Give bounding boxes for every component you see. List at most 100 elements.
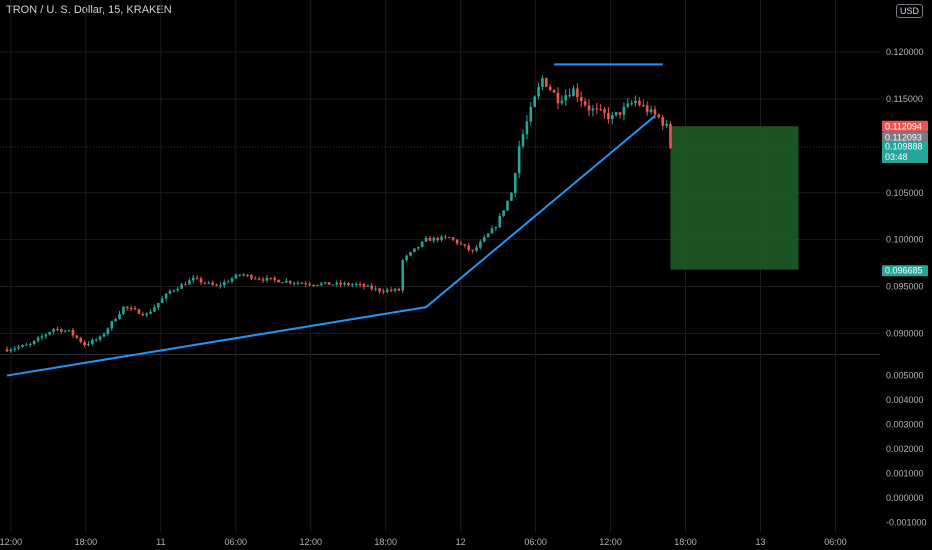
candle-body — [323, 282, 327, 284]
trendline[interactable] — [6, 115, 656, 377]
candle-body — [362, 284, 366, 287]
time-tick-label: 18:00 — [674, 537, 697, 547]
candle-body — [343, 283, 346, 285]
candle-body — [521, 134, 525, 147]
candle-body — [172, 290, 176, 292]
candle-body — [25, 344, 28, 346]
candle-body — [382, 291, 385, 293]
candle-body — [102, 333, 106, 337]
candle-body — [451, 237, 455, 240]
indicator-tick-label: -0.001000 — [886, 518, 927, 528]
candle-body — [428, 237, 432, 241]
indicator-tick-label: 0.002000 — [886, 444, 924, 454]
candle-body — [405, 255, 408, 260]
candle-body — [347, 283, 350, 286]
candle-body — [358, 284, 362, 286]
candle-body — [71, 329, 75, 336]
candle-body — [440, 236, 443, 241]
candle-body — [261, 279, 265, 281]
candle-body — [537, 86, 540, 97]
candle-body — [661, 117, 665, 126]
candle-body — [149, 311, 152, 314]
candle-body — [576, 88, 579, 98]
candle-body — [548, 86, 552, 90]
time-tick-label: 18:00 — [374, 537, 397, 547]
candle-body — [164, 293, 168, 299]
currency-badge[interactable]: USD — [896, 4, 924, 18]
candle-body — [579, 97, 583, 102]
candle-body — [191, 277, 195, 281]
indicator-tick-label: 0.004000 — [886, 395, 924, 405]
time-axis[interactable]: 12:00 18:00 11 06:00 12:00 18:00 12 06:00 12:00 1… — [0, 537, 847, 547]
candle-body — [75, 335, 79, 339]
candle-body — [626, 103, 630, 107]
candle-body — [529, 106, 533, 122]
candle-body — [203, 282, 207, 284]
candle-body — [331, 284, 335, 286]
candle-body — [541, 78, 544, 87]
candle-body — [219, 285, 222, 287]
candle-body — [257, 278, 261, 280]
time-tick-label: 06:00 — [224, 537, 247, 547]
candle-body — [28, 343, 32, 345]
price-tick-label: 0.090000 — [886, 328, 924, 338]
candle-body — [269, 277, 273, 279]
candle-body — [129, 308, 133, 310]
price-axis[interactable]: 0.120000 0.115000 0.105000 0.100000 0.095000… — [886, 47, 927, 527]
candle-body — [254, 278, 257, 280]
candle-body — [87, 343, 90, 346]
indicator-tick-label: 0.003000 — [886, 420, 924, 430]
candle-body — [141, 313, 145, 316]
candle-body — [9, 349, 13, 352]
candle-body — [215, 284, 218, 286]
price-label-countdown: 03:48 — [885, 152, 908, 162]
candle-body — [614, 112, 618, 116]
candle-body — [277, 279, 280, 283]
candle-body — [98, 336, 102, 340]
time-tick-label: 12:00 — [299, 537, 322, 547]
time-tick-label: 06:00 — [824, 537, 847, 547]
candle-body — [374, 288, 377, 290]
candle-body — [463, 244, 467, 246]
candle-body — [455, 239, 459, 244]
target-zone — [670, 126, 799, 270]
time-tick-label: 18:00 — [75, 537, 98, 547]
candle-body — [622, 106, 626, 115]
time-tick-label: 13 — [755, 537, 765, 547]
candle-body — [238, 274, 242, 276]
candle-body — [432, 237, 436, 241]
candle-body — [316, 285, 319, 287]
candle-body — [448, 237, 451, 239]
candle-body — [168, 290, 172, 294]
candle-body — [106, 328, 110, 334]
candle-body — [48, 331, 51, 335]
candle-body — [591, 108, 595, 111]
candle-body — [195, 277, 199, 279]
candle-body — [207, 282, 211, 284]
candle-body — [385, 289, 389, 292]
candle-body — [517, 146, 521, 174]
candle-body — [657, 114, 661, 118]
candle-body — [40, 336, 44, 338]
target-zone-rect[interactable] — [670, 126, 799, 270]
candle-body — [234, 274, 238, 279]
candle-body — [560, 100, 564, 104]
candle-body — [118, 313, 121, 320]
candle-body — [413, 248, 416, 252]
candle-body — [52, 328, 55, 332]
price-label-badge — [882, 131, 928, 143]
candle-body — [296, 282, 300, 284]
candle-body — [564, 95, 568, 101]
candle-body — [133, 308, 137, 310]
price-label-value: 0.096685 — [885, 266, 923, 276]
candle-body — [416, 246, 420, 249]
candle-body — [486, 233, 490, 238]
indicator-tick-label: 0.001000 — [886, 469, 924, 479]
candle-body — [94, 339, 98, 341]
candle-body — [397, 288, 401, 291]
candle-body — [583, 101, 587, 106]
candle-body — [36, 337, 40, 341]
price-tick-label: 0.105000 — [886, 188, 924, 198]
candle-body — [607, 112, 610, 120]
